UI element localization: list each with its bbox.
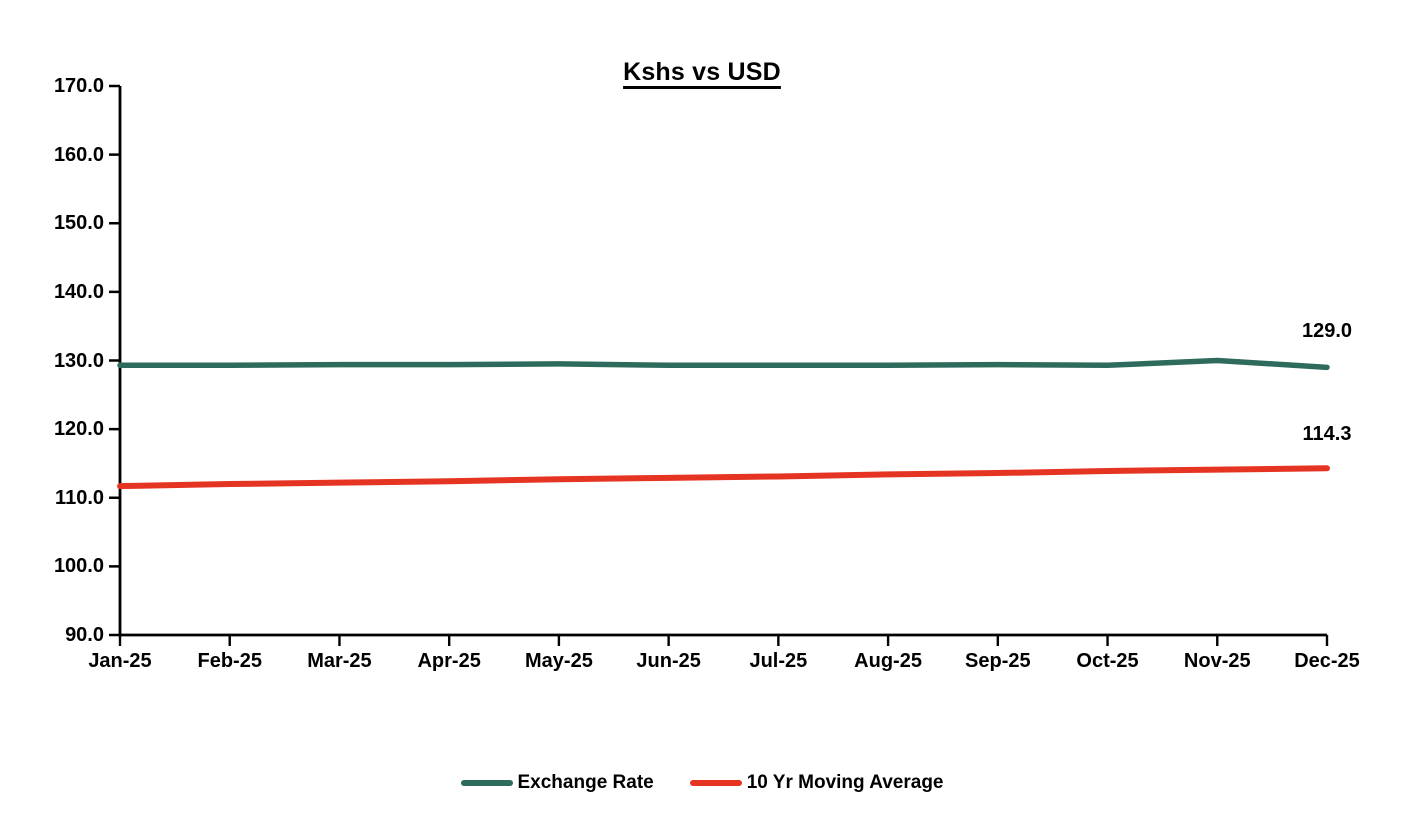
legend-line-swatch-icon	[689, 780, 742, 786]
x-axis-tick-label: Jul-25	[749, 650, 808, 672]
chart-title: Kshs vs USD	[623, 58, 781, 86]
y-axis-tick-label: 140.0	[53, 280, 104, 303]
y-axis-tick-label: 170.0	[53, 75, 104, 97]
x-axis-tick-label: Jan-25	[88, 650, 152, 672]
y-axis-tick-label: 150.0	[53, 212, 104, 235]
x-axis-tick-label: Apr-25	[417, 650, 481, 672]
legend-label: 10 Yr Moving Average	[746, 772, 944, 793]
value-label-exchange-rate: 129.0	[1301, 320, 1353, 342]
y-axis-tick-label: 110.0	[55, 486, 104, 509]
axis-lines	[118, 86, 1327, 637]
x-axis-tick-label: Oct-25	[1076, 650, 1139, 672]
value-label-10yr-moving-average: 114.3	[1302, 423, 1352, 445]
legend-item-10yr-moving-average: 10 Yr Moving Average	[689, 771, 944, 795]
x-axis-tick-label: Feb-25	[197, 650, 262, 672]
series-lines	[117, 357, 1330, 490]
y-axis-tick-label: 130.0	[53, 349, 104, 372]
y-axis-tick-label: 100.0	[53, 555, 104, 578]
series-line-10-yr-moving-average	[117, 465, 1330, 490]
x-axis-tick-label: May-25	[525, 650, 593, 672]
legend: Exchange Rate 10 Yr Moving Average	[0, 771, 1404, 795]
y-axis-tick-label: 90.0	[65, 624, 104, 646]
x-axis-tick-label: Sep-25	[965, 650, 1031, 672]
x-axis-tick-label: Dec-25	[1294, 650, 1360, 672]
x-axis-tick-label: Nov-25	[1183, 650, 1251, 672]
y-axis-tick-label: 120.0	[53, 418, 104, 441]
x-axis-tick-label: Aug-25	[854, 650, 922, 672]
legend-line-swatch-icon	[460, 780, 513, 786]
x-axis-tick-label: Mar-25	[307, 650, 372, 672]
axis-tick-marks	[109, 84, 1329, 646]
legend-label: Exchange Rate	[517, 772, 654, 793]
y-axis-tick-label: 160.0	[53, 143, 104, 166]
x-axis-tick-label: Jun-25	[636, 650, 701, 672]
legend-item-exchange-rate: Exchange Rate	[460, 771, 654, 795]
series-line-exchange-rate	[117, 357, 1330, 371]
